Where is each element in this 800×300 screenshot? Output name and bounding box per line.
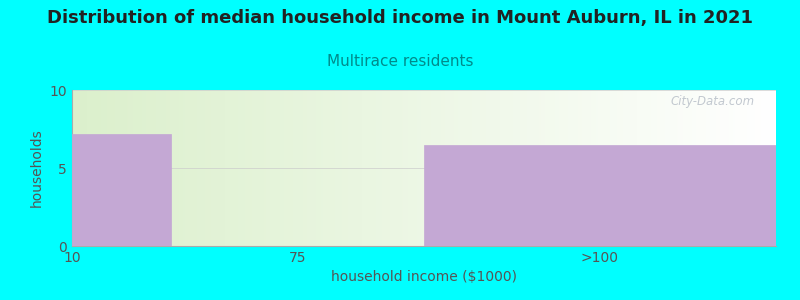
X-axis label: household income ($1000): household income ($1000) [331, 270, 517, 284]
Bar [72, 134, 170, 246]
Text: Distribution of median household income in Mount Auburn, IL in 2021: Distribution of median household income … [47, 9, 753, 27]
Bar [424, 145, 776, 246]
Text: Multirace residents: Multirace residents [326, 54, 474, 69]
Text: City-Data.com: City-Data.com [670, 95, 755, 108]
Y-axis label: households: households [30, 129, 44, 207]
